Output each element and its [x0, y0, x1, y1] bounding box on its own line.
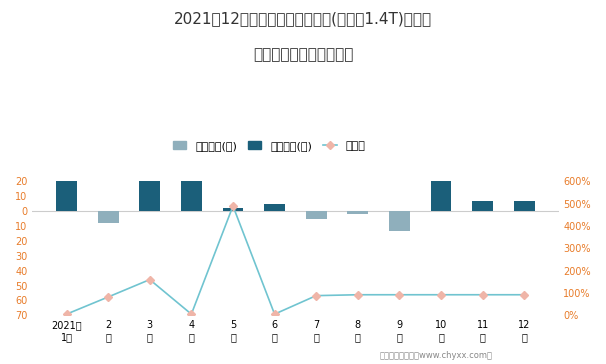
产销率	[354, 293, 361, 297]
Bar	[264, 204, 285, 211]
Bar	[56, 130, 77, 211]
Bar	[181, 162, 202, 211]
Text: 2021年12月速派旗下最畅销轿车(新速派1.4T)近一年: 2021年12月速派旗下最畅销轿车(新速派1.4T)近一年	[174, 11, 432, 26]
产销率	[229, 204, 236, 208]
Legend: 积压库存(辆), 清仓库存(辆), 产销率: 积压库存(辆), 清仓库存(辆), 产销率	[168, 136, 370, 155]
Line: 产销率: 产销率	[64, 203, 527, 317]
产销率	[479, 293, 486, 297]
Text: 制图：智研咨询（www.chyxx.com）: 制图：智研咨询（www.chyxx.com）	[380, 351, 493, 360]
产销率	[521, 293, 528, 297]
产销率	[271, 312, 278, 316]
Bar	[139, 155, 160, 211]
产销率	[188, 312, 195, 316]
Bar	[514, 201, 534, 211]
Bar	[222, 208, 244, 211]
Bar	[347, 211, 368, 214]
Bar	[472, 201, 493, 211]
产销率	[313, 293, 320, 298]
Bar	[431, 182, 451, 211]
产销率	[146, 277, 153, 282]
Bar	[389, 211, 410, 230]
Bar	[98, 211, 119, 223]
Bar	[306, 211, 327, 219]
Text: 库存情况及产销率统计图: 库存情况及产销率统计图	[253, 47, 353, 62]
产销率	[438, 293, 445, 297]
产销率	[396, 293, 403, 297]
产销率	[63, 312, 70, 316]
产销率	[104, 295, 112, 299]
